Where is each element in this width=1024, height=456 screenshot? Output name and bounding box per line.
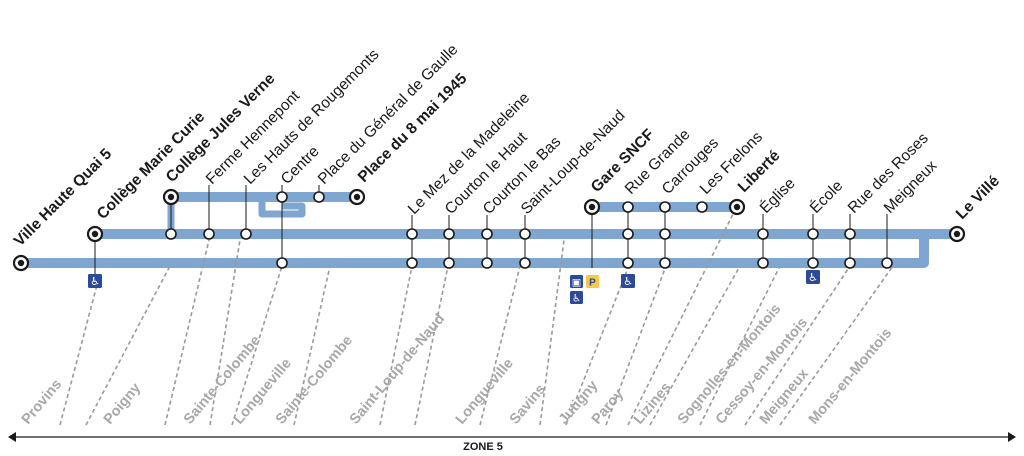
stop[interactable] — [757, 228, 769, 240]
stop[interactable] — [844, 228, 856, 240]
terminus-liberte[interactable] — [728, 198, 746, 216]
station-labels: Ville Haute Quai 5 Collège Marie Curie C… — [11, 41, 1003, 250]
stop[interactable] — [807, 257, 819, 269]
stop[interactable] — [276, 257, 288, 269]
stop[interactable] — [622, 201, 634, 213]
zone-arrow-left-icon — [8, 432, 16, 442]
stop[interactable] — [622, 257, 634, 269]
stop[interactable] — [240, 228, 252, 240]
town-label: Provins — [19, 377, 65, 428]
terminus-gare-sncf[interactable] — [583, 198, 601, 216]
zone-label: ZONE 5 — [463, 441, 503, 453]
stop[interactable] — [659, 201, 671, 213]
route-line-bottom — [21, 234, 929, 268]
stop[interactable] — [481, 257, 493, 269]
zone-arrow-right-icon — [1008, 432, 1016, 442]
stop[interactable] — [696, 201, 708, 213]
wheelchair-icon: ♿ — [806, 270, 820, 284]
town-label: Lizines — [631, 380, 675, 428]
town-label: Mons-en-Montois — [806, 325, 895, 427]
stop[interactable] — [659, 228, 671, 240]
bus-icon: ▣ — [570, 275, 583, 289]
stop[interactable] — [481, 228, 493, 240]
zone-bar: ZONE 5 — [8, 432, 1016, 453]
wheelchair-icon: ♿ — [88, 274, 102, 288]
svg-text:♿: ♿ — [623, 275, 633, 288]
svg-text:▣: ▣ — [572, 278, 581, 289]
terminus-jules-verne[interactable] — [162, 188, 180, 206]
stop[interactable] — [443, 257, 455, 269]
route-line-centre-loop — [258, 197, 306, 218]
svg-text:♿: ♿ — [90, 275, 100, 288]
stop[interactable] — [844, 257, 856, 269]
terminus-ville-haute[interactable] — [12, 254, 30, 272]
station-label-ecole[interactable]: École — [807, 177, 846, 216]
stop[interactable] — [881, 257, 893, 269]
svg-text:P: P — [589, 278, 596, 289]
wheelchair-icon: ♿ — [570, 291, 583, 305]
label-ticks — [94, 185, 888, 274]
stop[interactable] — [807, 228, 819, 240]
stop[interactable] — [519, 228, 531, 240]
stop[interactable] — [757, 257, 769, 269]
town-label: Saint-Loup-de-Naud — [347, 311, 448, 427]
stop[interactable] — [443, 228, 455, 240]
terminus-marie-curie[interactable] — [86, 225, 104, 243]
station-label-eglise[interactable]: Église — [757, 175, 799, 217]
terminus-le-ville[interactable] — [948, 225, 966, 243]
stop[interactable] — [406, 257, 418, 269]
stop[interactable] — [622, 228, 634, 240]
town-label: Sainte-Colombe — [273, 333, 356, 428]
town-labels: Provins Poigny Sainte-Colombe Longuevill… — [19, 301, 895, 427]
town-leaders — [59, 209, 894, 426]
svg-text:♿: ♿ — [808, 271, 818, 284]
station-label-general-de-gaulle[interactable]: Place du Général de Gaulle — [315, 41, 462, 188]
parking-icon: P — [586, 275, 599, 289]
stop[interactable] — [659, 257, 671, 269]
stop[interactable] — [276, 191, 288, 203]
town-label: Savins — [507, 381, 549, 427]
wheelchair-icon: ♿ — [621, 274, 635, 288]
terminus-8-mai-1945[interactable] — [348, 188, 366, 206]
town-label: Poigny — [101, 380, 144, 427]
stop[interactable] — [165, 228, 177, 240]
stop[interactable] — [519, 257, 531, 269]
stop[interactable] — [406, 228, 418, 240]
stop[interactable] — [203, 228, 215, 240]
stop[interactable] — [313, 191, 325, 203]
svg-text:♿: ♿ — [572, 294, 581, 305]
station-label-le-ville[interactable]: Le Villé — [953, 172, 1003, 222]
